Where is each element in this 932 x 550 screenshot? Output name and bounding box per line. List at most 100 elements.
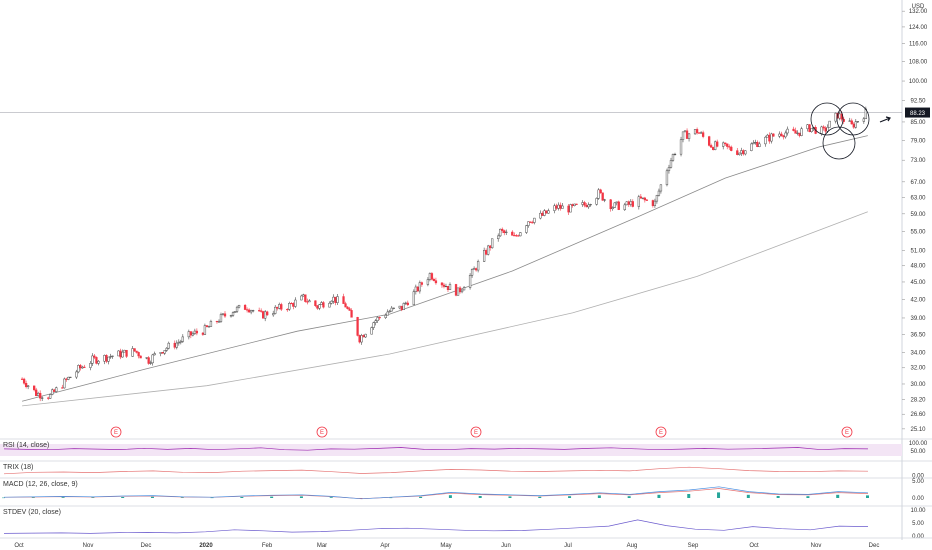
candle-body [553, 205, 556, 211]
macd-histogram-bar [359, 498, 363, 499]
indicator-tick-label: 0.00 [912, 473, 924, 479]
candle-body [420, 282, 424, 285]
candle-body [328, 302, 331, 308]
candle-body [370, 327, 373, 335]
candle-body [33, 385, 36, 391]
candle-body [772, 133, 775, 137]
candle-body [257, 310, 261, 312]
candle-body [820, 126, 823, 134]
indicator-panes[interactable]: RSI (14, close) 100.00 50.00 TRIX (18) 0.00 M… [0, 438, 932, 540]
candle-body [159, 352, 162, 354]
candle-body [730, 146, 733, 151]
candle-body [485, 250, 488, 255]
candle-body [386, 311, 389, 316]
candle-body [468, 274, 472, 288]
time-tick-label: Aug [627, 543, 638, 549]
price-tick-label: 67.00 [910, 180, 926, 186]
candle-body [223, 313, 227, 317]
indicator-tick-label: 0.00 [912, 534, 924, 540]
candle-body [123, 349, 126, 353]
candle-body [643, 197, 647, 201]
price-axis[interactable]: 132.00 124.00 116.00 108.00 100.00 92.50 85.00… [902, 9, 930, 433]
indicator-line [3, 486, 869, 500]
pane-title: MACD (12, 26, close, 9) [3, 481, 78, 488]
candle-body [474, 268, 478, 271]
candle-body [434, 280, 438, 284]
candle-body [406, 302, 409, 306]
candle-body [95, 357, 98, 364]
earnings-marker [110, 426, 122, 438]
macd-histogram-bar [419, 496, 423, 498]
candle-body [513, 235, 516, 237]
macd-histogram-bar [210, 497, 214, 499]
candle-body [63, 378, 66, 389]
time-tick-label: Dec [141, 543, 152, 549]
candle-body [133, 348, 136, 352]
candle-body [784, 132, 787, 138]
candle-body [418, 282, 422, 292]
annotation-circle [810, 102, 844, 136]
candle-body [334, 296, 337, 303]
candle-body [499, 228, 502, 237]
candle-body [103, 355, 106, 362]
candle-body [77, 365, 80, 373]
candle-body [356, 317, 359, 336]
price-tick-label: 79.00 [910, 138, 926, 144]
candle-body [119, 350, 122, 358]
price-candles[interactable] [20, 106, 867, 402]
rsi-band [0, 444, 902, 456]
candle-body [149, 362, 152, 364]
candle-body [207, 326, 211, 328]
candle-body [229, 315, 233, 317]
candle-body [603, 199, 606, 201]
candle-body [107, 356, 110, 362]
price-tick-label: 26.60 [910, 412, 926, 418]
time-tick-label: Sep [688, 543, 699, 549]
price-tick-label: 32.00 [910, 366, 926, 372]
candle-body [332, 296, 335, 302]
candle-body [187, 331, 190, 338]
time-axis[interactable]: Oct Nov Dec 2020 Feb Mar Apr May Jun Jul Aug Sep Oct… [0, 537, 932, 549]
price-tick-label: 39.00 [910, 316, 926, 322]
candle-body [854, 121, 857, 128]
candle-body [161, 352, 164, 354]
candle-body [726, 143, 729, 147]
candle-body [374, 320, 377, 323]
time-tick-label: Nov [811, 543, 822, 549]
candle-body [707, 136, 711, 146]
earnings-marker-label: E [474, 430, 478, 436]
candle-body [201, 332, 205, 335]
candle-body [651, 200, 655, 206]
arrow-icon[interactable] [879, 116, 891, 123]
candle-body [822, 126, 825, 129]
indicator-tick-label: 100.00 [909, 441, 928, 447]
candle-body [527, 221, 530, 226]
candle-body [358, 335, 361, 343]
candle-body [235, 306, 239, 312]
candle-body [679, 139, 683, 155]
candle-body [828, 120, 831, 128]
candle-body [525, 225, 528, 233]
price-tick-label: 124.00 [909, 25, 928, 31]
candle-body [346, 306, 349, 309]
macd-histogram-bar [538, 496, 542, 498]
candle-body [806, 124, 809, 129]
candle-body [744, 150, 747, 155]
time-tick-label: Nov [83, 543, 94, 549]
candle-body [147, 357, 150, 364]
candle-body [89, 363, 92, 368]
candle-body [195, 330, 199, 334]
candle-body [191, 333, 195, 336]
pane-title: RSI (14, close) [3, 442, 49, 449]
candle-body [260, 310, 263, 312]
macd-histogram-bar [299, 496, 303, 498]
candle-body [442, 284, 446, 287]
candle-body [79, 365, 82, 369]
candle-body [808, 124, 811, 132]
candle-body [266, 311, 269, 316]
candle-body [627, 201, 630, 205]
moving-average-line [21, 135, 868, 402]
candle-body [722, 142, 725, 147]
